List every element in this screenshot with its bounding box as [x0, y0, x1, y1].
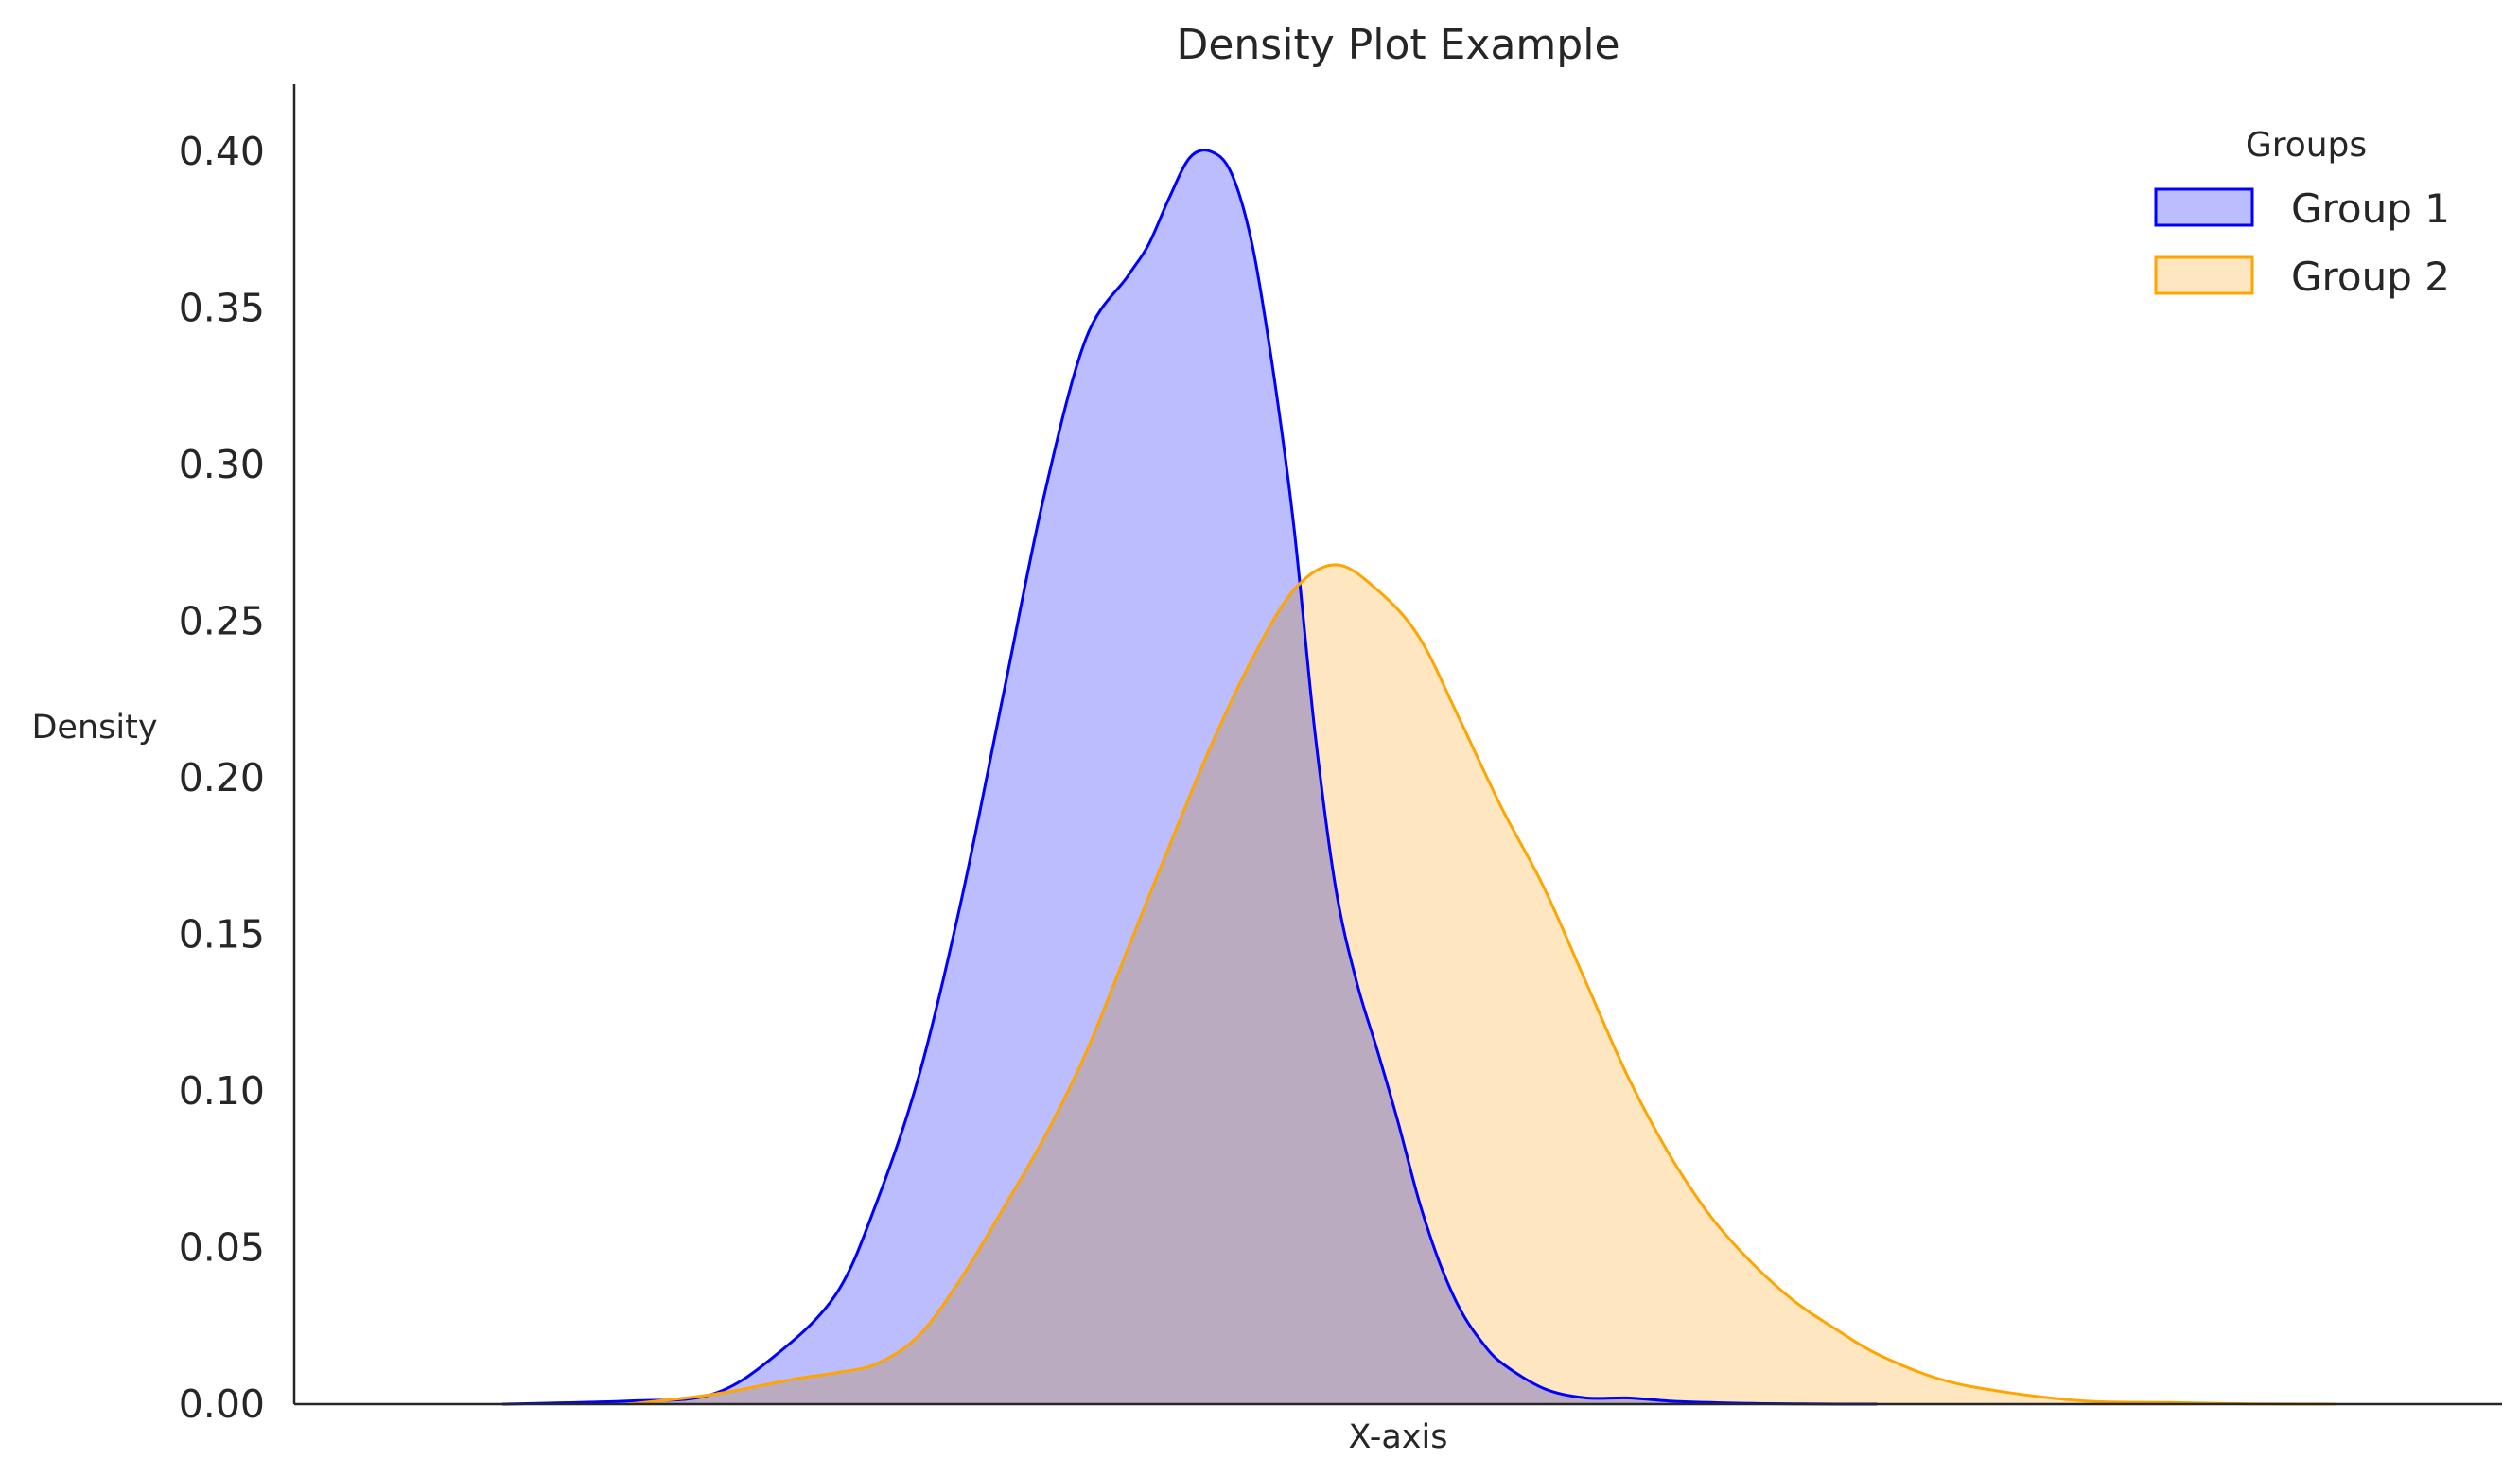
series-fill-2 [627, 564, 2336, 1404]
legend-label-2: Group 2 [2291, 254, 2450, 300]
y-tick-label: 0.20 [179, 755, 265, 800]
y-tick-label: 0.15 [179, 912, 265, 958]
y-axis-label: Density [31, 709, 157, 747]
series-line-1 [502, 149, 1878, 1406]
y-tick-label: 0.30 [179, 442, 265, 487]
legend-title: Groups [2246, 126, 2367, 165]
y-tick-label: 0.35 [179, 286, 265, 331]
legend-swatch-2 [2154, 255, 2254, 295]
series-line-2 [627, 563, 2336, 1406]
y-tick-label: 0.00 [179, 1381, 265, 1427]
y-axis-ticks: 0.00 0.05 0.10 0.15 0.20 0.25 0.30 0.35 0.40 [179, 129, 265, 1427]
legend-label-1: Group 1 [2291, 185, 2450, 232]
x-axis-label: X-axis [1349, 1418, 1448, 1456]
series-fill-1 [502, 149, 1878, 1404]
y-tick-label: 0.05 [179, 1225, 265, 1271]
legend: Groups Group 1 Group 2 [2154, 126, 2450, 300]
y-tick-label: 0.40 [179, 129, 265, 174]
y-tick-label: 0.10 [179, 1068, 265, 1114]
legend-swatch-1 [2154, 187, 2254, 227]
y-tick-label: 0.25 [179, 599, 265, 644]
chart-title: Density Plot Example [1176, 21, 1619, 69]
series-layer [502, 149, 2336, 1406]
